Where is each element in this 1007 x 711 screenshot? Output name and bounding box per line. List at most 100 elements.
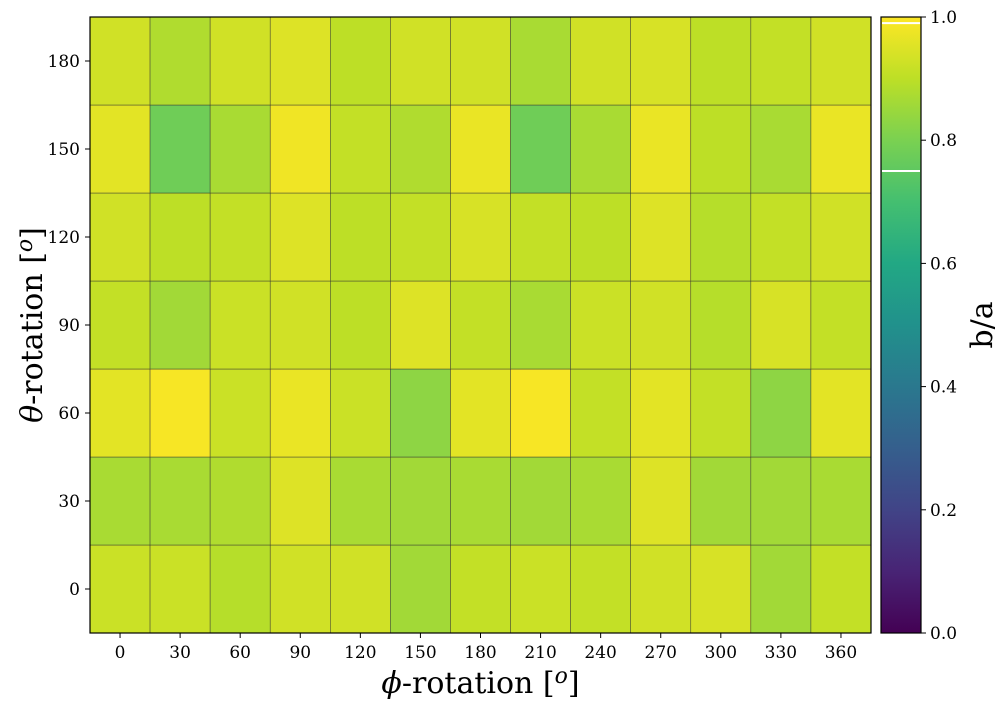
heatmap-cell [750,280,812,370]
heatmap-cell [570,280,631,370]
heatmap-cell [690,456,752,546]
heatmap-cell [810,192,872,282]
heatmap-cell [390,104,451,194]
heatmap-cell [209,104,271,194]
heatmap-cell [630,544,692,634]
heatmap-cell [390,456,451,546]
heatmap-cell [750,192,812,282]
y-axis-title: θ-rotation [o] [13,227,50,423]
x-tick-label: 210 [524,643,556,663]
heatmap-cell [390,16,451,106]
heatmap-cell [810,544,872,634]
heatmap-cell [209,16,271,106]
colorbar-tick-label: 0.0 [930,624,957,644]
heatmap-cell [450,456,511,546]
colorbar-ticks: 0.0 0.2 0.4 0.6 0.8 1.0 [921,8,957,644]
x-tick-label: 240 [584,643,616,663]
heatmap-cell [390,368,451,458]
heatmap-cell [149,544,211,634]
heatmap-cell [450,368,511,458]
heatmap-cell [630,456,692,546]
x-tick-label: 120 [344,643,376,663]
x-axis-title: ϕ-rotation [o] [381,664,579,701]
heatmap-cell [269,16,331,106]
heatmap-cell [450,280,511,370]
heatmap-cell [810,368,872,458]
heatmap-cell [330,544,391,634]
heatmap-cell [570,192,631,282]
heatmap-cell [750,456,812,546]
colorbar-tick-label: 0.4 [930,378,957,398]
heatmap-cell [269,368,331,458]
heatmap-cell [390,544,451,634]
heatmap-cell [390,280,451,370]
x-tick-label: 60 [229,643,251,663]
heatmap-cell [209,368,271,458]
y-tick-label: 150 [48,140,80,160]
heatmap-cell [89,544,151,634]
heatmap-cell [630,192,692,282]
x-tick-label: 150 [404,643,436,663]
heatmap-cell [89,16,151,106]
heatmap-cell [810,456,872,546]
heatmap-cell [149,280,211,370]
heatmap-cell [750,104,812,194]
heatmap-cell [330,456,391,546]
heatmap-cell [510,104,571,194]
heatmap-cell [750,544,812,634]
colorbar-tick-label: 0.2 [930,501,957,521]
colorbar-tick-label: 1.0 [930,8,957,28]
heatmap-cell [690,368,752,458]
heatmap-cell [209,544,271,634]
y-axis-ticks: 0 30 60 90 120 150 180 [48,52,90,600]
y-tick-label: 120 [48,228,80,248]
heatmap-cell [209,280,271,370]
heatmap-cell [450,104,511,194]
heatmap-cell [209,456,271,546]
heatmap-cell [750,368,812,458]
heatmap-cell [269,456,331,546]
heatmap-cell [330,104,391,194]
heatmap-cell [89,368,151,458]
colorbar-marker-lines [882,22,920,172]
heatmap-cell [269,104,331,194]
heatmap-cell [330,192,391,282]
heatmap-cell [330,368,391,458]
x-tick-label: 0 [115,643,126,663]
heatmap-cell [510,456,571,546]
heatmap-cell [390,192,451,282]
heatmap-cell [630,16,692,106]
y-tick-label: 180 [48,52,80,72]
y-tick-label: 0 [69,580,80,600]
heatmap-cell [89,104,151,194]
colorbar-title: b/a [965,301,1000,348]
heatmap-cell [510,368,571,458]
colorbar [880,16,922,634]
heatmap-cell [690,16,752,106]
heatmap-cell [630,104,692,194]
x-tick-label: 300 [705,643,737,663]
heatmap-cell [450,544,511,634]
heatmap-cell [149,16,211,106]
heatmap-cell [750,16,812,106]
x-tick-label: 270 [645,643,677,663]
heatmap-cell [570,104,631,194]
heatmap-cell [510,192,571,282]
heatmap-cell [630,280,692,370]
x-tick-label: 30 [169,643,191,663]
heatmap-cell [510,280,571,370]
heatmap-cell [510,16,571,106]
colorbar-tick-label: 0.6 [930,254,957,274]
heatmap-cell [269,280,331,370]
x-tick-label: 180 [464,643,496,663]
heatmap-cell [149,104,211,194]
heatmap-cell [330,16,391,106]
x-tick-label: 360 [825,643,857,663]
heatmap-cell [269,192,331,282]
heatmap-cell [89,280,151,370]
heatmap-cell [89,456,151,546]
y-tick-label: 90 [58,316,80,336]
heatmap-cell [269,544,331,634]
y-tick-label: 60 [58,404,80,424]
